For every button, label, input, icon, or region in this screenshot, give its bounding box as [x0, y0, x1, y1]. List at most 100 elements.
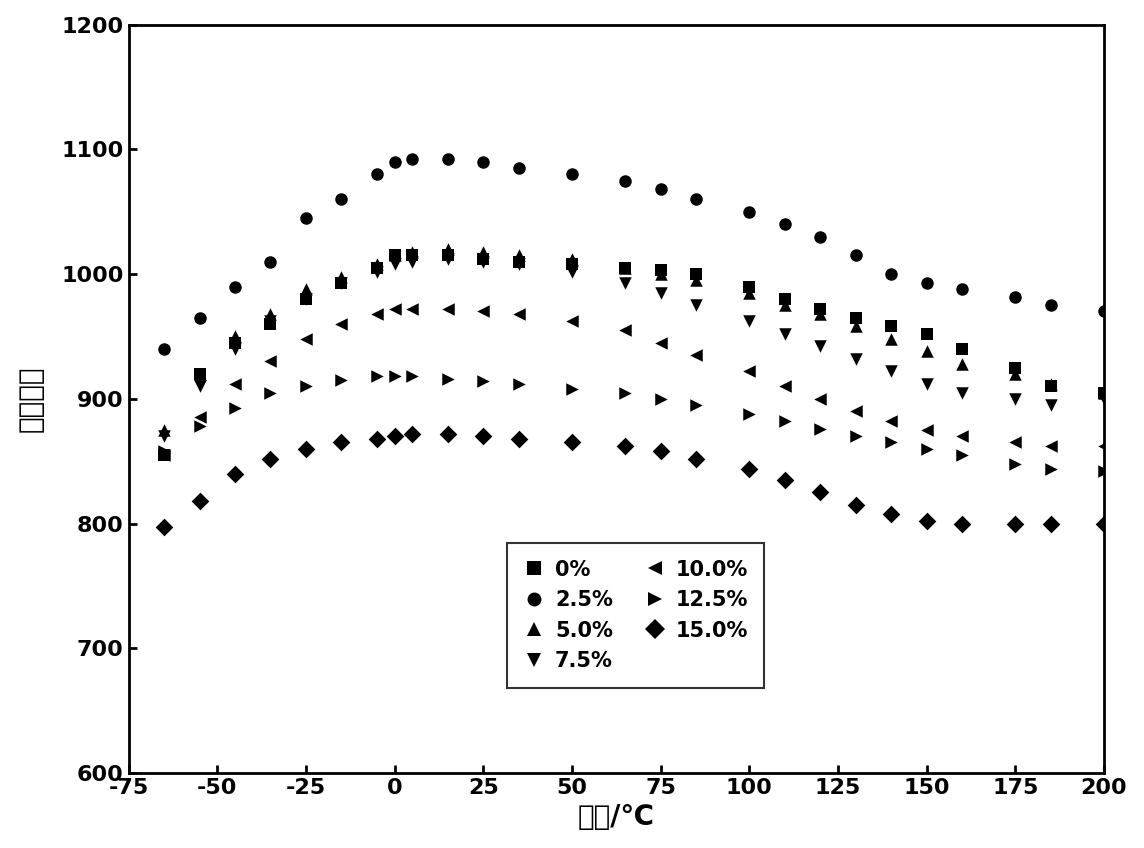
0% [847, 311, 865, 325]
0% [296, 293, 315, 306]
15.0% [332, 436, 350, 449]
12.5% [651, 392, 669, 405]
2.5% [438, 153, 456, 166]
15.0% [1095, 516, 1113, 530]
0% [811, 302, 829, 315]
10.0% [686, 349, 705, 362]
2.5% [882, 267, 900, 281]
5.0% [509, 248, 527, 262]
7.5% [367, 265, 386, 278]
10.0% [474, 304, 492, 318]
0% [509, 255, 527, 269]
7.5% [296, 293, 315, 306]
10.0% [367, 307, 386, 321]
7.5% [953, 386, 971, 399]
12.5% [474, 375, 492, 388]
5.0% [1095, 386, 1113, 399]
2.5% [776, 217, 794, 231]
12.5% [847, 429, 865, 443]
7.5% [563, 265, 581, 278]
5.0% [563, 253, 581, 266]
2.5% [386, 155, 404, 169]
2.5% [403, 153, 421, 166]
15.0% [686, 452, 705, 466]
15.0% [776, 473, 794, 487]
7.5% [651, 286, 669, 299]
5.0% [225, 330, 244, 343]
15.0% [1042, 516, 1060, 530]
5.0% [651, 267, 669, 281]
5.0% [438, 243, 456, 256]
15.0% [563, 436, 581, 449]
0% [1007, 361, 1025, 375]
10.0% [509, 307, 527, 321]
7.5% [509, 257, 527, 271]
7.5% [740, 315, 758, 328]
12.5% [225, 401, 244, 415]
2.5% [154, 342, 173, 355]
2.5% [615, 174, 634, 187]
10.0% [615, 323, 634, 337]
10.0% [847, 404, 865, 418]
15.0% [953, 516, 971, 530]
15.0% [261, 452, 279, 466]
0% [615, 261, 634, 275]
5.0% [386, 248, 404, 262]
10.0% [953, 429, 971, 443]
0% [474, 253, 492, 266]
12.5% [296, 380, 315, 393]
Y-axis label: 介电常数: 介电常数 [17, 365, 45, 432]
7.5% [474, 255, 492, 269]
2.5% [474, 155, 492, 169]
2.5% [225, 280, 244, 293]
10.0% [332, 317, 350, 331]
10.0% [740, 365, 758, 378]
12.5% [776, 415, 794, 428]
10.0% [651, 336, 669, 349]
15.0% [1007, 516, 1025, 530]
10.0% [296, 332, 315, 346]
5.0% [882, 332, 900, 346]
5.0% [1007, 367, 1025, 381]
10.0% [1042, 439, 1060, 453]
7.5% [882, 365, 900, 378]
0% [1042, 380, 1060, 393]
0% [261, 317, 279, 331]
12.5% [1042, 462, 1060, 476]
2.5% [1007, 290, 1025, 304]
15.0% [882, 507, 900, 521]
7.5% [1095, 392, 1113, 405]
10.0% [261, 354, 279, 368]
7.5% [776, 327, 794, 341]
5.0% [332, 270, 350, 283]
2.5% [1042, 298, 1060, 312]
15.0% [438, 427, 456, 440]
15.0% [474, 429, 492, 443]
10.0% [225, 377, 244, 391]
12.5% [154, 444, 173, 458]
7.5% [261, 315, 279, 328]
12.5% [615, 386, 634, 399]
5.0% [740, 286, 758, 299]
12.5% [563, 382, 581, 396]
7.5% [403, 255, 421, 269]
0% [1095, 386, 1113, 399]
7.5% [386, 257, 404, 271]
0% [953, 342, 971, 355]
X-axis label: 温度/℃: 温度/℃ [578, 803, 654, 831]
0% [225, 336, 244, 349]
2.5% [847, 248, 865, 262]
2.5% [811, 230, 829, 243]
0% [403, 248, 421, 262]
2.5% [740, 205, 758, 219]
15.0% [225, 467, 244, 481]
12.5% [917, 442, 936, 455]
Legend: 0%, 2.5%, 5.0%, 7.5%, 10.0%, 12.5%, 15.0%: 0%, 2.5%, 5.0%, 7.5%, 10.0%, 12.5%, 15.0… [507, 543, 764, 688]
2.5% [563, 168, 581, 181]
0% [776, 293, 794, 306]
12.5% [509, 377, 527, 391]
2.5% [190, 311, 208, 325]
15.0% [615, 439, 634, 453]
2.5% [953, 282, 971, 296]
7.5% [847, 352, 865, 365]
